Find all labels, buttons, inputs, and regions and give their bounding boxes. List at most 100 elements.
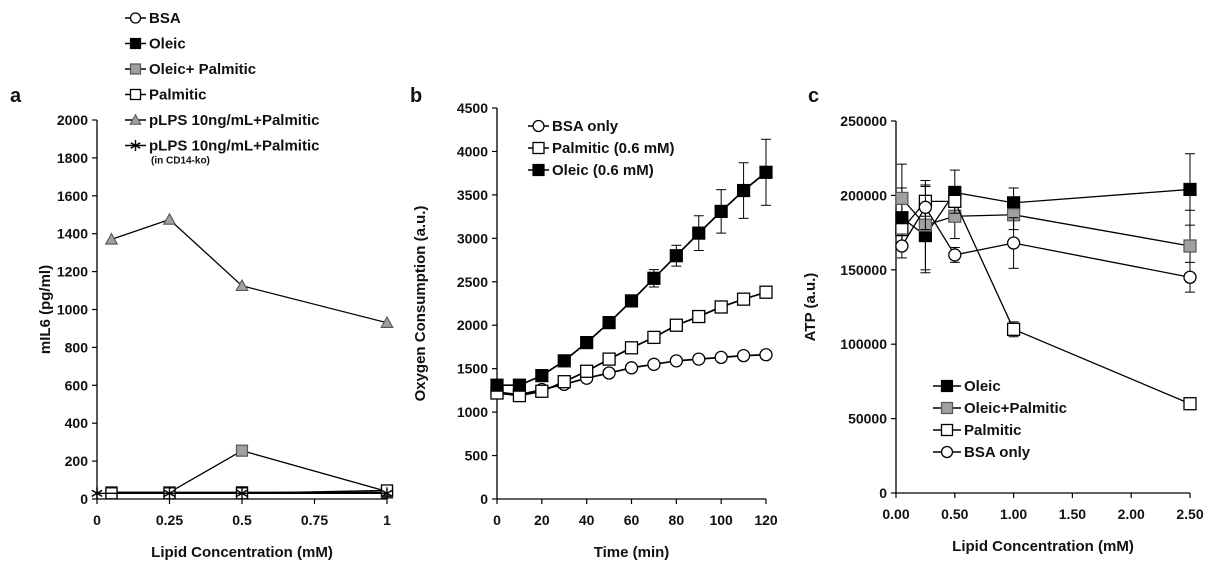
- data-point: [624, 294, 639, 308]
- legend-marker: [940, 379, 954, 393]
- legend-item: Oleic+Palmitic: [933, 400, 1067, 417]
- legend-label: Palmitic (0.6 mM): [552, 140, 675, 157]
- legend-item: BSA: [125, 10, 181, 27]
- legend: BSA Oleic Oleic+ Palmitic Palmitic pLPS 10ng…: [125, 10, 319, 167]
- legend-marker: [940, 445, 954, 459]
- x-tick-label: 120: [754, 512, 778, 528]
- series-6: [91, 487, 393, 500]
- data-point: [669, 354, 683, 368]
- legend: Oleic Oleic+Palmitic Palmitic BSA only: [933, 378, 1067, 461]
- data-point: [759, 165, 773, 179]
- legend-item: pLPS 10ng/mL+Palmitic: [125, 112, 319, 129]
- data-point: [736, 348, 751, 363]
- panel-b: 0 500 1000 1500 2000 2500 3000 3500 4000 4500 0 20 4…: [410, 85, 778, 561]
- data-point: [736, 292, 751, 306]
- data-point: [759, 285, 773, 299]
- y-tick-label: 800: [65, 339, 89, 355]
- series-line: [111, 218, 388, 324]
- x-tick-label: 1.00: [1000, 506, 1027, 522]
- panel-letter: a: [10, 85, 22, 107]
- series-3: [105, 444, 394, 499]
- data-point: [1183, 239, 1197, 253]
- legend-marker: [940, 423, 954, 437]
- x-axis-label: Time (min): [594, 544, 670, 561]
- legend-marker: [532, 141, 545, 155]
- x-tick-label: 0: [493, 512, 501, 528]
- data-point: [918, 200, 933, 214]
- y-tick-label: 600: [65, 377, 89, 393]
- legend-label: Oleic: [149, 36, 186, 53]
- data-point: [895, 239, 909, 253]
- y-tick-label: 1400: [57, 226, 88, 242]
- legend: BSA only Palmitic (0.6 mM) Oleic (0.6 mM): [528, 118, 675, 179]
- data-point: [162, 212, 177, 225]
- marker-stroke: [130, 142, 141, 149]
- y-tick-label: 2000: [457, 317, 488, 333]
- x-tick-label: 20: [534, 512, 550, 528]
- legend-label: pLPS 10ng/mL+Palmitic: [149, 112, 319, 129]
- legend-note: (in CD14-ko): [151, 156, 210, 167]
- data-point: [580, 364, 594, 378]
- x-tick-label: 0.00: [882, 506, 909, 522]
- data-point: [557, 354, 571, 368]
- data-point: [1183, 182, 1197, 197]
- y-tick-label: 2000: [57, 112, 88, 128]
- legend-item: Palmitic (0.6 mM): [528, 140, 675, 157]
- legend-marker: [532, 119, 545, 133]
- data-point: [714, 204, 728, 218]
- data-point: [602, 352, 616, 366]
- y-axis-label: mIL6 (pg/ml): [37, 265, 54, 354]
- legend-label: BSA only: [964, 444, 1031, 461]
- x-tick-label: 100: [709, 512, 733, 528]
- data-point: [692, 352, 706, 366]
- y-tick-label: 250000: [840, 113, 887, 129]
- x-axis-label: Lipid Concentration (mM): [952, 538, 1134, 555]
- legend-item: Oleic: [933, 378, 1001, 395]
- legend-item: Palmitic: [125, 87, 207, 104]
- data-point: [535, 369, 549, 383]
- data-point: [692, 309, 706, 324]
- data-point: [535, 384, 549, 398]
- marker-stroke: [236, 489, 248, 497]
- x-tick-label: 0.50: [941, 506, 968, 522]
- data-point: [602, 366, 616, 380]
- legend-marker: [532, 163, 545, 177]
- data-point: [624, 341, 639, 355]
- legend-label: BSA: [149, 10, 181, 27]
- marker-stroke: [163, 489, 176, 497]
- data-point: [104, 232, 119, 245]
- y-axis-label: Oxygen Consumption (a.u.): [412, 206, 429, 402]
- legend-item: BSA only: [528, 118, 619, 135]
- y-tick-label: 150000: [840, 262, 887, 278]
- panel-a: 0 200 400 600 800 1000 1200 1400 1600 1800 2000 0 0.…: [10, 10, 394, 561]
- x-tick-label: 1: [383, 512, 391, 528]
- y-tick-label: 400: [65, 415, 89, 431]
- data-point: [1006, 236, 1021, 250]
- y-tick-label: 4500: [457, 100, 488, 116]
- data-point: [736, 183, 751, 198]
- legend-marker: [129, 63, 142, 75]
- x-tick-label: 1.50: [1059, 506, 1086, 522]
- legend-item: Oleic (0.6 mM): [528, 162, 654, 179]
- y-tick-label: 50000: [848, 411, 887, 427]
- series-5: [104, 212, 394, 328]
- data-point: [948, 194, 962, 209]
- data-point: [580, 336, 594, 350]
- y-tick-label: 1000: [457, 404, 488, 420]
- y-tick-label: 0: [480, 491, 488, 507]
- data-point: [381, 487, 393, 500]
- data-point: [1183, 397, 1197, 411]
- legend-item: Oleic: [125, 36, 186, 53]
- data-point: [235, 444, 249, 457]
- legend-marker: [129, 37, 142, 50]
- y-tick-label: 200: [65, 453, 89, 469]
- series-line: [111, 449, 388, 494]
- data-point: [692, 226, 706, 240]
- legend-marker: [130, 140, 141, 151]
- data-point: [380, 315, 394, 328]
- legend-label: Oleic+ Palmitic: [149, 61, 256, 78]
- series-2: [895, 163, 1197, 283]
- x-tick-label: 40: [579, 512, 595, 528]
- x-tick-label: 2.00: [1118, 506, 1145, 522]
